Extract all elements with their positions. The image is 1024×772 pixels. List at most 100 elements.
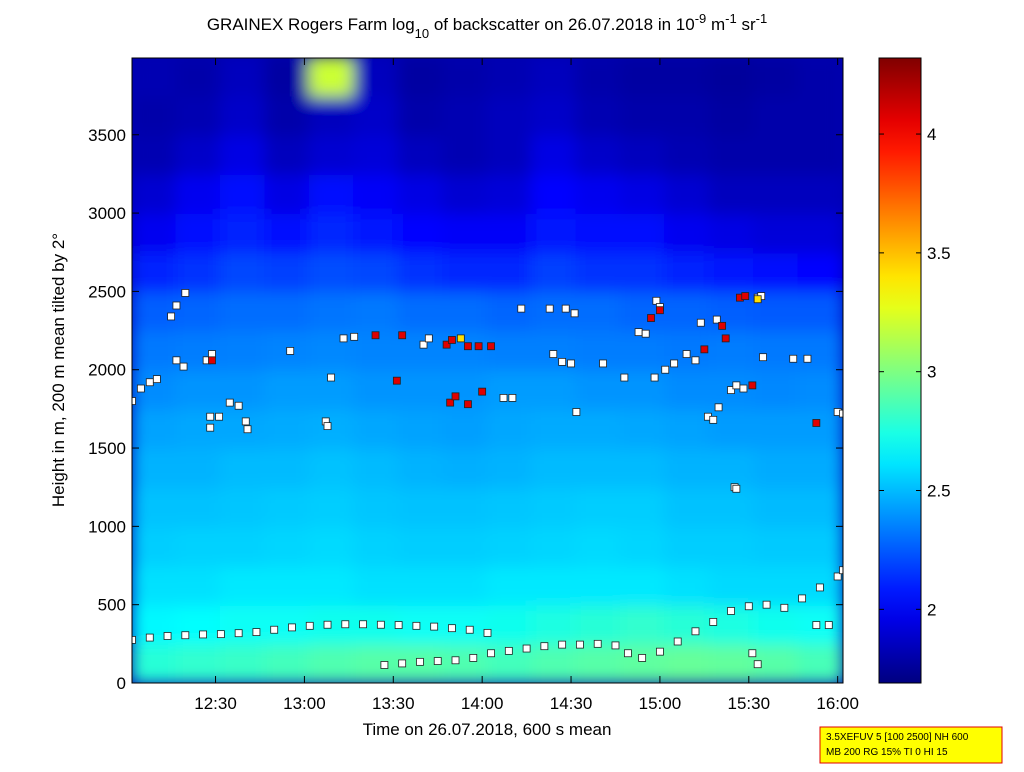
heatmap-cell [797,486,843,528]
heatmap-cell [530,172,578,215]
heatmap-cell [797,447,843,489]
heatmap-cell [353,486,400,528]
colorbar-tick-label: 2.5 [927,482,951,501]
heatmap-cell [664,525,711,567]
x-tick-label: 15:00 [639,694,682,713]
heatmap-cell [753,94,800,136]
layer-marker [721,334,730,343]
heatmap-cell [132,447,178,489]
heatmap-cell [264,94,311,136]
heatmap-cell [442,642,489,683]
layer-marker [732,381,741,390]
layer-marker [753,295,762,304]
heatmap-cell [132,486,178,528]
heatmap-cell [486,172,533,215]
heatmap-cell [797,212,843,254]
heatmap-cell [486,212,533,254]
heatmap-cell [175,564,222,606]
heatmap-cell [708,133,756,175]
layer-marker [803,354,812,363]
layer-marker [744,602,753,611]
layer-marker [487,342,495,351]
layer-marker [576,640,584,649]
y-tick-label: 1500 [88,439,126,458]
heatmap-cell [219,172,267,215]
layer-marker [132,397,136,405]
heatmap-cell [530,525,578,567]
layer-marker [216,630,225,639]
layer-marker [798,594,807,603]
heatmap-cell [219,447,267,489]
heatmap-cell [353,407,400,450]
heatmap-cell [353,642,400,683]
heatmap-cell [397,447,445,489]
layer-marker [206,423,215,432]
layer-marker [371,331,380,340]
heatmap-cell [308,212,356,254]
heatmap-cell [132,172,178,215]
layer-marker [398,659,407,668]
layer-marker [567,359,575,368]
heatmap-cell [575,251,622,293]
heatmap-cell [664,447,711,489]
layer-marker [456,334,465,343]
heatmap-cell [664,172,711,215]
heatmap-cell [619,564,667,606]
layer-marker [323,422,332,431]
heatmap-cell [575,564,622,606]
y-tick-label: 500 [98,596,126,615]
layer-marker [243,425,252,434]
heatmap-cell [797,329,843,371]
heatmap-cell [575,172,622,215]
layer-marker [593,639,602,648]
layer-marker [327,373,335,382]
title-part: -9 [695,11,707,26]
x-tick-label: 16:00 [816,694,859,713]
layer-marker [611,641,620,650]
heatmap-cell [530,212,578,254]
heatmap-cell [442,407,489,450]
heatmap-cell [708,94,756,136]
heatmap-cell [264,368,311,410]
heatmap-cell [175,212,222,254]
heatmap-cell [619,133,667,175]
heatmap-cell [308,58,356,97]
heatmap-cell [397,212,445,254]
layer-marker [727,386,735,394]
heatmap-cell [308,290,356,332]
heatmap-cell [353,564,400,606]
layer-marker [350,332,359,341]
x-tick-label: 12:30 [194,694,237,713]
layer-marker [448,624,456,633]
layer-marker [446,398,455,407]
heatmap-cell [397,486,445,528]
heatmap-cell [175,94,222,136]
heatmap-cell [575,525,622,567]
layer-marker [451,656,460,665]
heatmap-cell [175,251,222,293]
heatmap-cell [175,642,222,683]
heatmap-cell [664,603,711,645]
heatmap-cell [442,212,489,254]
heatmap-cell [708,486,756,528]
heatmap-cell [353,212,400,254]
heatmap-cell [575,407,622,450]
layer-marker [833,572,842,581]
layer-marker [661,365,670,374]
heatmap-cell [264,564,311,606]
layer-marker [145,633,154,642]
layer-marker [748,649,757,658]
layer-marker [545,304,554,313]
heatmap-cell [308,525,356,567]
heatmap-cell [753,329,800,371]
heatmap-cell [397,290,445,332]
heatmap-cell [264,133,311,175]
heatmap-cell [486,133,533,175]
heatmap-cell [753,486,800,528]
heatmap-cell [486,58,533,97]
heatmap-cell [486,447,533,489]
heatmap-cell [442,290,489,332]
layer-marker [286,347,295,355]
heatmap-cell [575,94,622,136]
heatmap-cell [219,329,267,371]
